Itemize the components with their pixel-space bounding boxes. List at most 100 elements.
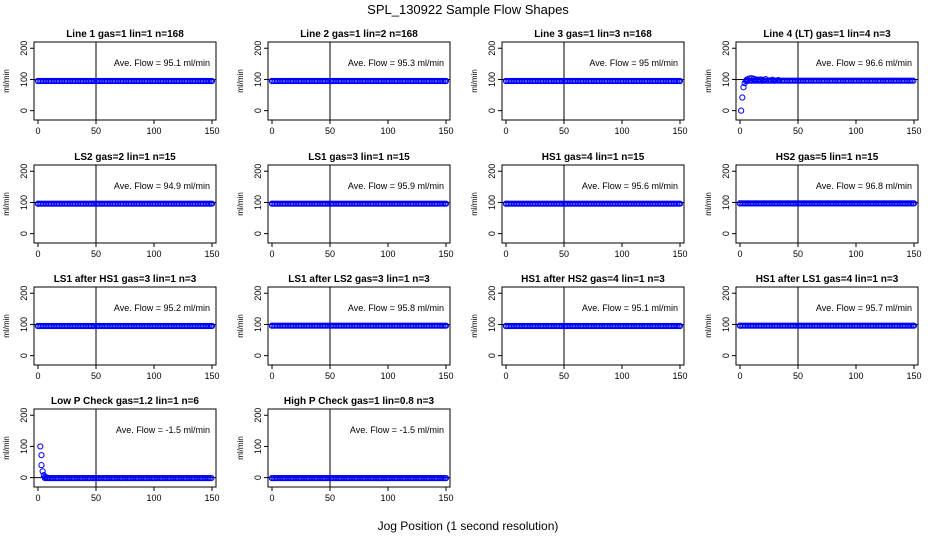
x-tick-label: 50 [559,249,569,259]
chart-panel-5: LS2 gas=2 lin=1 n=15 ml/min 0 100 200 0 50 100 1… [2,152,220,259]
chart-panel-6: LS1 gas=3 lin=1 n=15 ml/min 0 100 200 0 50 100 1… [236,152,454,259]
x-tick-label: 50 [91,493,101,503]
chart-panel-10: LS1 after LS2 gas=3 lin=1 n=3 ml/min 0 100 2… [236,274,454,381]
data-point [208,77,216,85]
data-point [442,77,450,85]
x-tick-label: 150 [204,249,219,259]
chart-panel-7: HS1 gas=4 lin=1 n=15 ml/min 0 100 200 0 50 100 1… [470,152,688,259]
plot-frame [501,286,685,366]
x-tick-label: 100 [848,371,863,381]
average-flow-label: Ave. Flow = 95.6 ml/min [582,181,678,191]
data-point [502,322,510,330]
chart-panel-9: LS1 after HS1 gas=3 lin=1 n=3 ml/min 0 100 2… [2,274,220,381]
average-flow-label: Ave. Flow = 95.9 ml/min [348,181,444,191]
y-tick-label: 200 [487,41,497,56]
plot-frame [735,286,919,366]
x-tick-label: 100 [848,249,863,259]
y-axis-label: ml/min [236,69,245,93]
data-point [268,77,276,85]
y-axis-label: ml/min [236,436,245,460]
y-tick-label: 200 [487,286,497,301]
x-tick-label: 100 [380,249,395,259]
data-point [746,75,753,82]
y-tick-label: 0 [19,353,29,358]
x-tick-label: 0 [35,126,40,136]
x-tick-label: 150 [438,249,453,259]
x-tick-label: 100 [380,493,395,503]
y-tick-label: 100 [487,72,497,87]
data-point [39,468,46,475]
panel-title: Line 2 gas=1 lin=2 n=168 [300,29,418,40]
x-tick-label: 100 [614,126,629,136]
x-tick-label: 0 [503,126,508,136]
plot-frame [33,41,217,121]
chart-panel-12: HS1 after LS1 gas=4 lin=1 n=3 ml/min 0 100 2… [704,274,922,381]
y-axis-label: ml/min [2,69,11,93]
data-point [38,462,45,469]
data-point [34,322,42,330]
y-tick-label: 0 [721,231,731,236]
chart-panel-4: Line 4 (LT) gas=1 lin=4 n=3 ml/min 0 100 200… [704,29,922,136]
data-point [38,452,45,459]
data-point [37,443,44,450]
y-tick-label: 0 [487,353,497,358]
data-point [739,94,746,101]
data-point [910,77,917,84]
plot-frame [735,41,919,121]
data-point [44,474,51,481]
x-tick-label: 150 [906,371,921,381]
data-point [740,84,747,91]
x-tick-label: 0 [269,493,274,503]
y-tick-label: 0 [19,475,29,480]
plot-frame [501,164,685,244]
data-point [268,475,276,482]
x-tick-label: 0 [737,371,742,381]
x-tick-label: 150 [672,126,687,136]
data-point [442,322,450,329]
y-tick-label: 100 [253,195,263,210]
x-tick-label: 0 [269,371,274,381]
chart-panel-13: Low P Check gas=1.2 lin=1 n=6 ml/min 0 100 2… [2,396,220,503]
x-tick-label: 0 [503,371,508,381]
x-tick-label: 150 [204,371,219,381]
plot-frame [33,286,217,366]
data-point [771,77,778,84]
y-tick-label: 200 [721,286,731,301]
x-tick-label: 0 [737,249,742,259]
chart-panel-3: Line 3 gas=1 lin=3 n=168 ml/min 0 100 200 0 50… [470,29,688,136]
plot-frame [33,164,217,244]
y-axis-label: ml/min [2,192,11,216]
x-tick-label: 150 [672,371,687,381]
y-tick-label: 0 [253,108,263,113]
average-flow-label: Ave. Flow = 95.2 ml/min [114,303,210,313]
y-tick-label: 0 [721,353,731,358]
y-tick-label: 200 [253,408,263,423]
y-tick-label: 100 [721,317,731,332]
x-tick-label: 150 [906,126,921,136]
x-tick-label: 50 [325,249,335,259]
average-flow-label: Ave. Flow = -1.5 ml/min [116,425,210,435]
y-tick-label: 200 [19,41,29,56]
data-point [775,76,782,84]
y-axis-label: ml/min [470,192,479,216]
chart-panel-14: High P Check gas=1 lin=0.8 n=3 ml/min 0 100… [236,396,454,503]
x-tick-label: 50 [793,371,803,381]
x-tick-label: 0 [35,371,40,381]
x-tick-label: 50 [91,371,101,381]
y-tick-label: 0 [487,231,497,236]
x-tick-label: 0 [269,126,274,136]
y-tick-label: 100 [253,439,263,454]
panel-title: Line 4 (LT) gas=1 lin=4 n=3 [763,29,891,40]
x-axis-title: Jog Position (1 second resolution) [377,519,559,533]
data-point [676,77,684,85]
x-tick-label: 100 [380,126,395,136]
x-tick-label: 100 [848,126,863,136]
chart-panel-2: Line 2 gas=1 lin=2 n=168 ml/min 0 100 200 0 50… [236,29,454,136]
x-tick-label: 100 [614,371,629,381]
y-tick-label: 100 [19,72,29,87]
y-tick-label: 200 [253,286,263,301]
panel-title: LS1 gas=3 lin=1 n=15 [308,152,410,163]
x-tick-label: 150 [438,371,453,381]
